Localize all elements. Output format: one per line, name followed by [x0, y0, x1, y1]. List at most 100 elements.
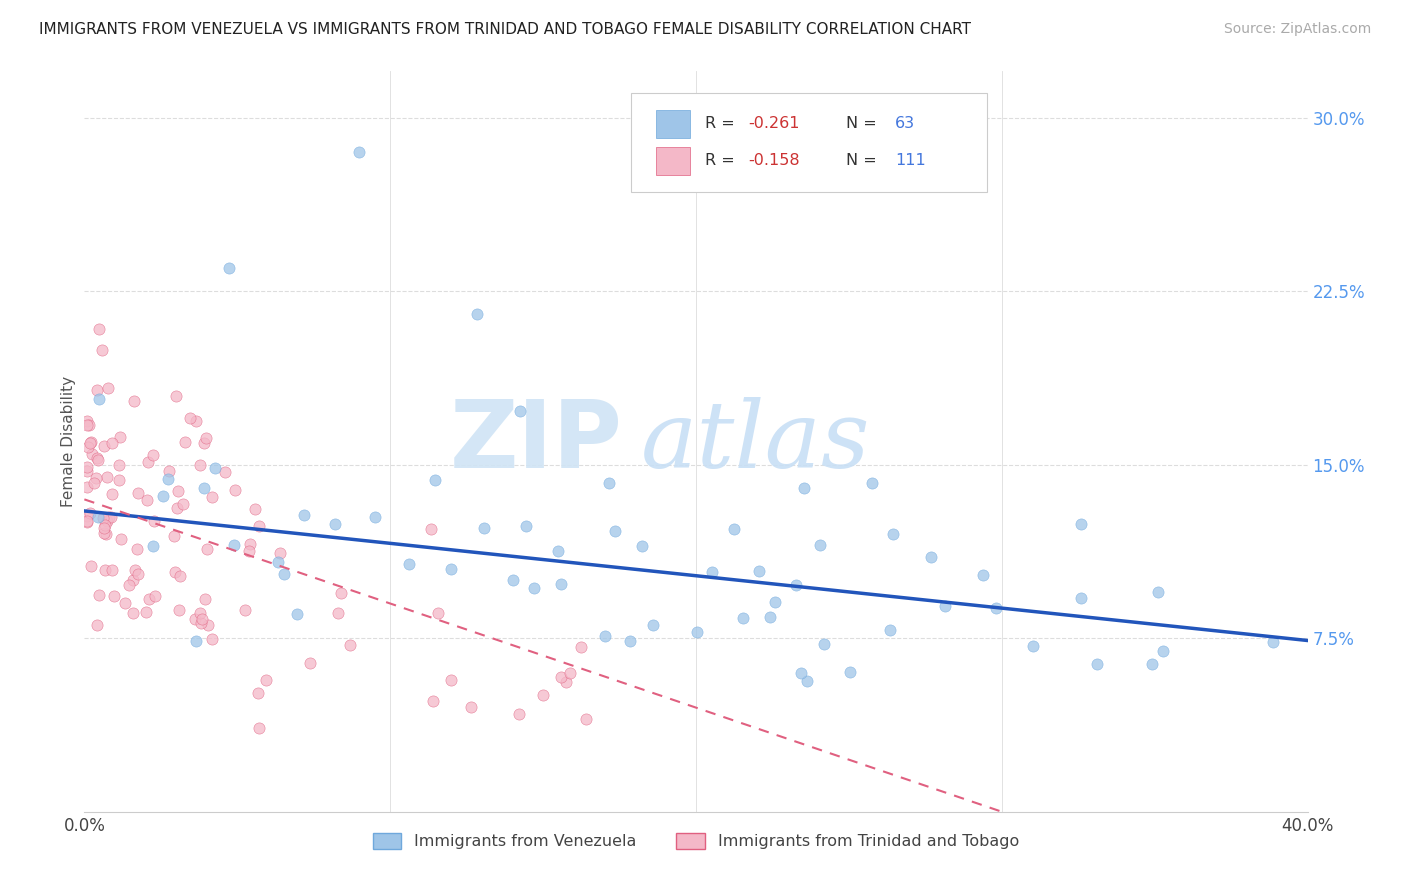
Point: [605, 524, 627, 538]
Point: [731, 610, 754, 624]
Point: [103, 589, 125, 603]
Point: [135, 493, 157, 508]
Bar: [655, 110, 690, 138]
Text: atlas: atlas: [641, 397, 870, 486]
Legend: Immigrants from Venezuela, Immigrants from Trinidad and Tobago: Immigrants from Venezuela, Immigrants fr…: [367, 826, 1025, 855]
Text: 111: 111: [896, 153, 927, 169]
Point: [758, 610, 780, 624]
Point: [1070, 591, 1092, 606]
Point: [972, 567, 994, 582]
Point: [77, 417, 100, 432]
Point: [233, 603, 256, 617]
Point: [267, 555, 290, 569]
Point: [76, 417, 98, 432]
Point: [127, 541, 149, 556]
Point: [723, 522, 745, 536]
Point: [86, 384, 108, 398]
Point: [142, 514, 165, 528]
Point: [96, 469, 118, 483]
Point: [188, 606, 211, 620]
Point: [1146, 585, 1168, 599]
Bar: [655, 147, 690, 175]
Point: [183, 612, 205, 626]
Point: [808, 538, 831, 552]
Point: [152, 489, 174, 503]
Point: [247, 518, 270, 533]
Point: [238, 544, 260, 558]
Point: [76, 414, 98, 428]
Point: [194, 592, 217, 607]
Point: [142, 448, 165, 462]
Text: R =: R =: [704, 153, 740, 169]
Point: [763, 595, 786, 609]
Point: [127, 486, 149, 500]
Text: -0.158: -0.158: [748, 153, 800, 169]
Point: [1087, 657, 1109, 672]
Point: [184, 414, 207, 428]
Point: [89, 322, 111, 336]
Point: [138, 591, 160, 606]
Point: [249, 721, 271, 735]
Point: [167, 602, 190, 616]
Point: [142, 539, 165, 553]
Point: [425, 473, 447, 487]
Text: 63: 63: [896, 117, 915, 131]
Point: [330, 586, 353, 600]
Point: [1070, 517, 1092, 532]
Point: [190, 612, 212, 626]
Point: [326, 606, 349, 620]
Point: [550, 576, 572, 591]
Point: [193, 481, 215, 495]
Point: [269, 546, 291, 560]
Point: [76, 515, 98, 529]
Point: [110, 533, 132, 547]
Point: [285, 607, 308, 621]
Point: [163, 566, 186, 580]
Text: -0.261: -0.261: [748, 117, 800, 131]
Point: [190, 616, 212, 631]
Point: [107, 473, 129, 487]
Point: [1152, 643, 1174, 657]
Point: [84, 471, 107, 485]
Point: [593, 629, 616, 643]
Point: [224, 483, 246, 498]
Point: [93, 521, 115, 535]
Point: [558, 665, 581, 680]
Point: [157, 471, 180, 485]
Point: [222, 537, 245, 551]
Point: [339, 638, 361, 652]
Point: [1261, 634, 1284, 648]
Point: [531, 688, 554, 702]
Point: [166, 389, 188, 403]
Point: [90, 343, 112, 357]
Point: [110, 430, 132, 444]
Point: [173, 434, 195, 449]
Point: [91, 510, 114, 524]
Point: [323, 516, 346, 531]
Point: [862, 476, 884, 491]
Point: [100, 509, 122, 524]
Point: [1140, 657, 1163, 671]
Point: [200, 490, 222, 504]
Point: [79, 506, 101, 520]
Point: [643, 617, 665, 632]
Point: [76, 460, 98, 475]
Point: [686, 624, 709, 639]
Point: [838, 665, 860, 679]
Point: [195, 542, 218, 557]
Point: [166, 501, 188, 516]
Point: [80, 447, 103, 461]
FancyBboxPatch shape: [631, 93, 987, 192]
Text: IMMIGRANTS FROM VENEZUELA VS IMMIGRANTS FROM TRINIDAD AND TOBAGO FEMALE DISABILI: IMMIGRANTS FROM VENEZUELA VS IMMIGRANTS …: [39, 22, 972, 37]
Point: [76, 508, 98, 523]
Point: [598, 475, 620, 490]
Point: [127, 567, 149, 582]
Point: [920, 550, 942, 565]
Point: [292, 508, 315, 522]
Point: [298, 656, 321, 670]
Point: [87, 452, 110, 467]
Point: [793, 481, 815, 495]
Point: [118, 578, 141, 592]
Point: [172, 497, 194, 511]
Point: [630, 539, 652, 553]
